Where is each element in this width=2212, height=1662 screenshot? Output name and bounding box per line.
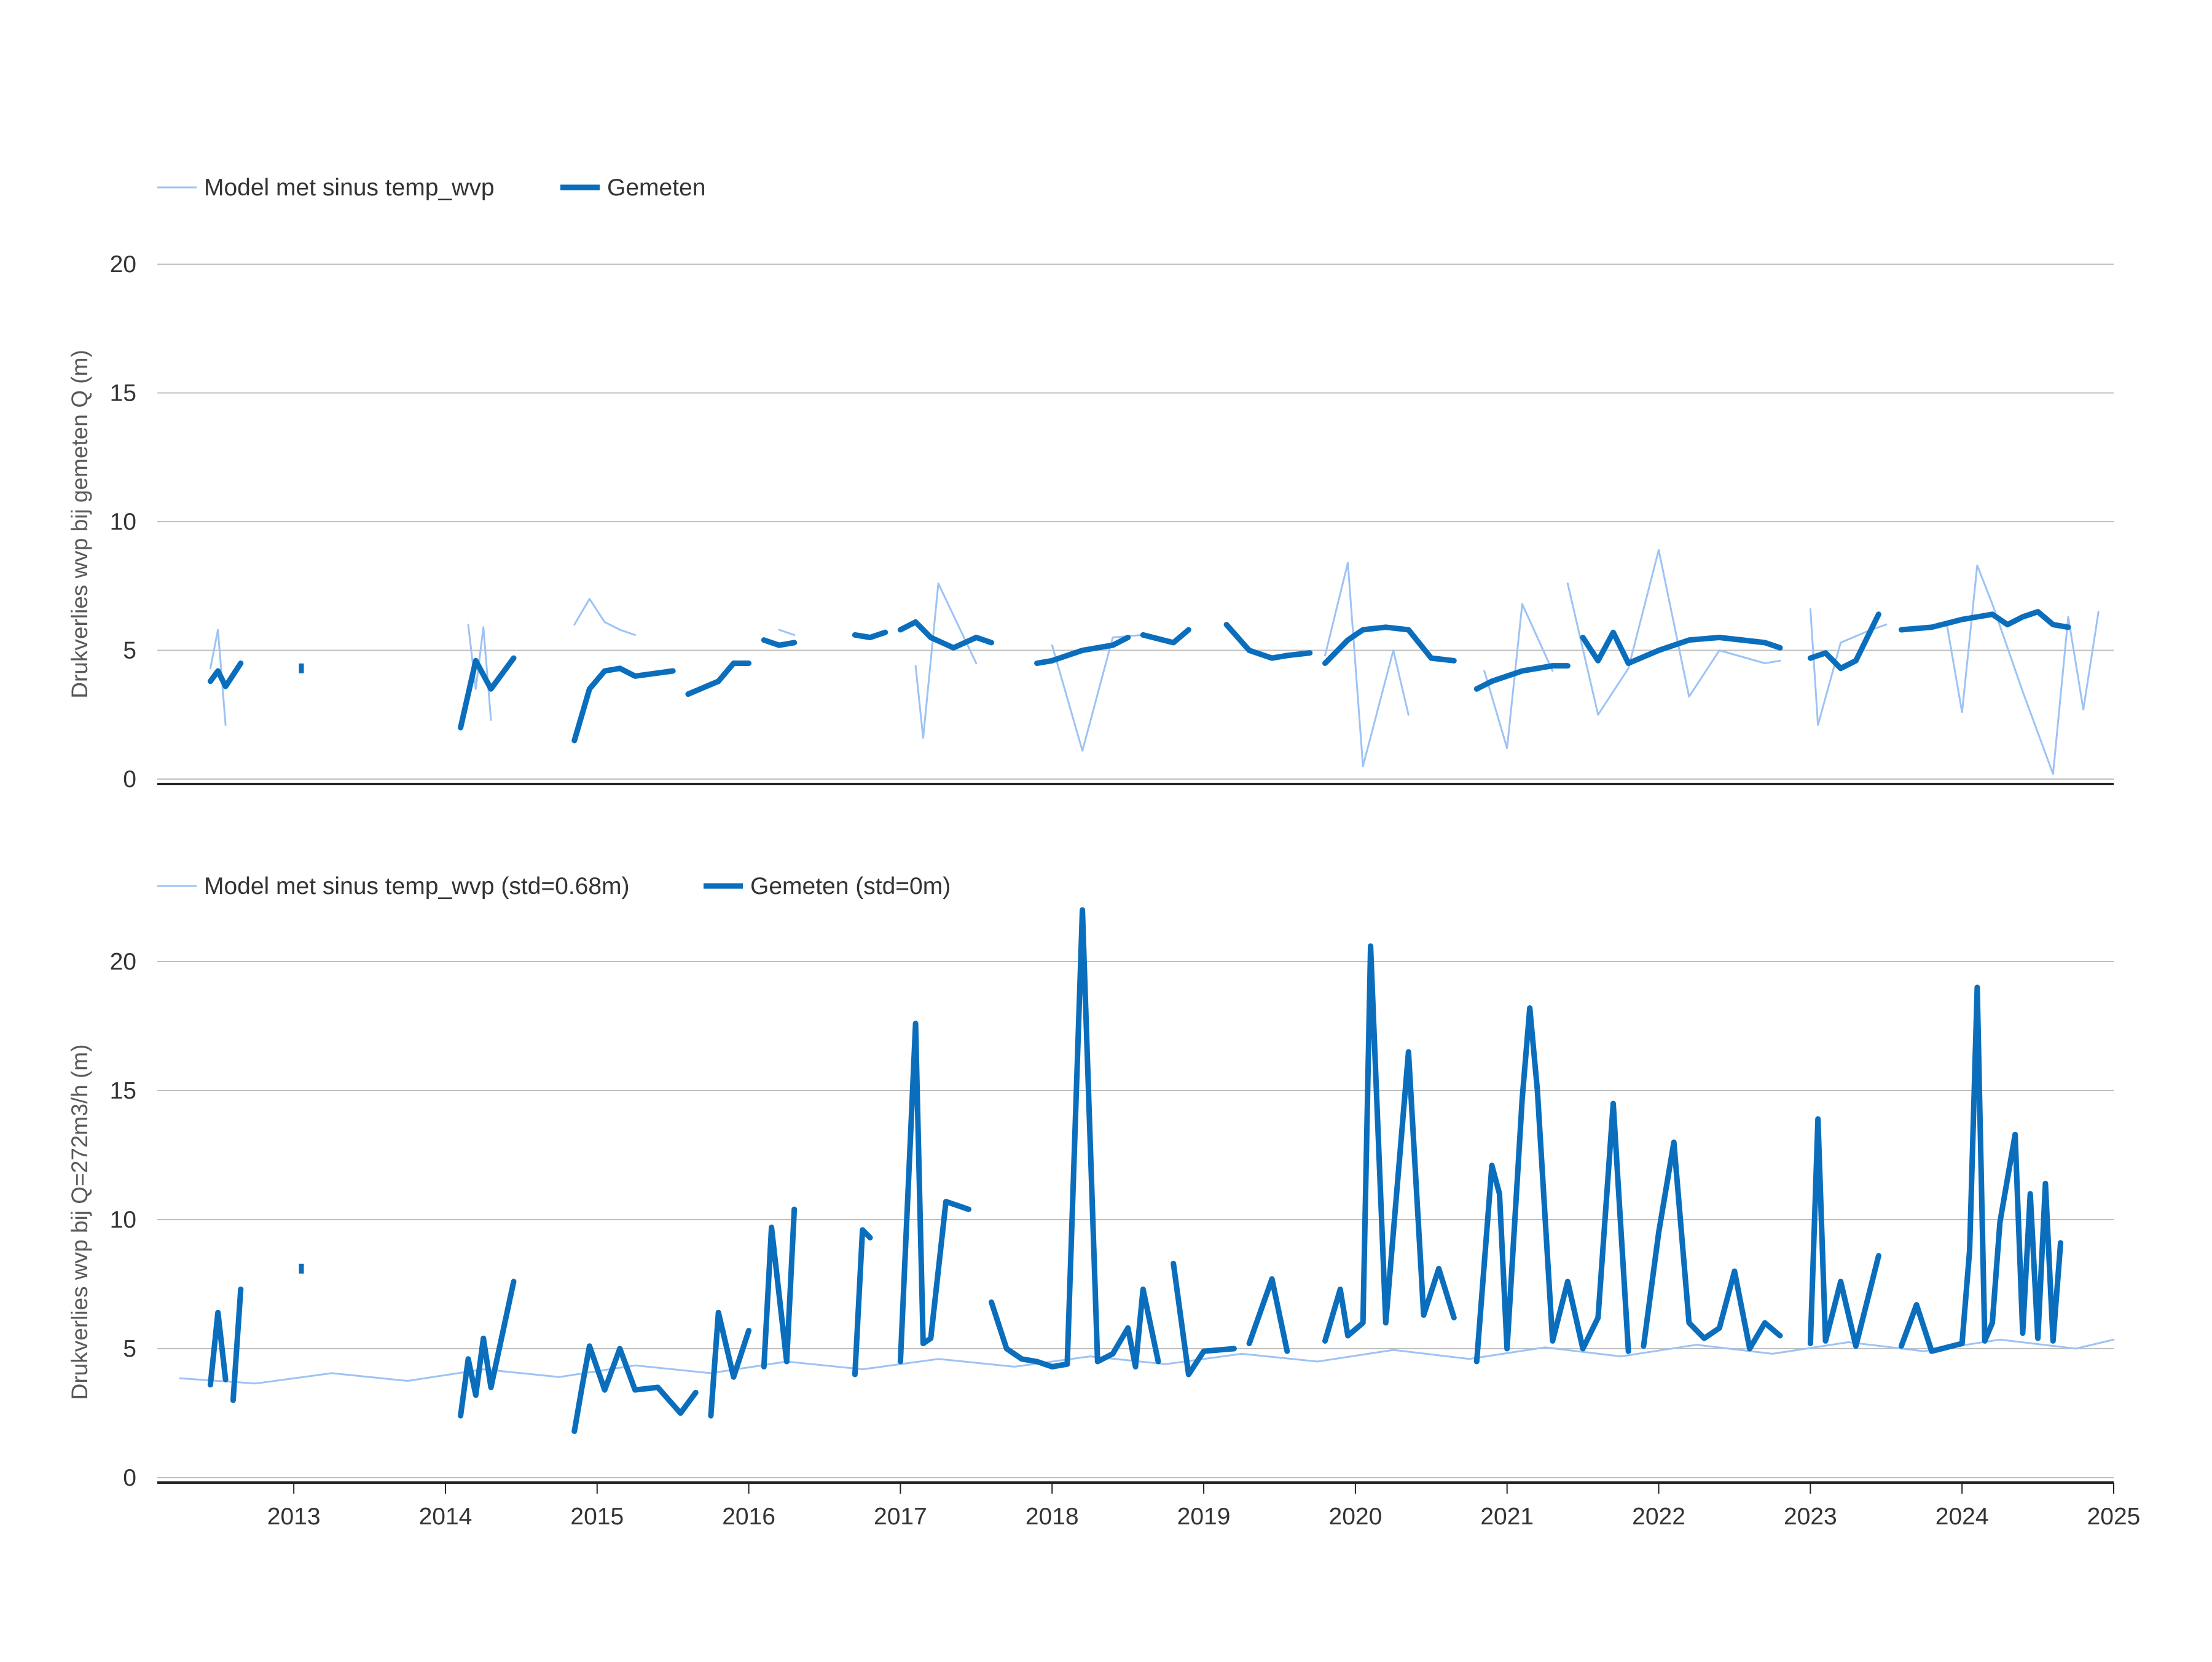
series-model <box>179 1338 2115 1385</box>
series-line <box>1807 611 1881 672</box>
x-tick-label: 2021 <box>1480 1503 1534 1530</box>
series-line <box>207 660 244 689</box>
series-line <box>708 1309 752 1419</box>
series-line <box>1324 562 1410 767</box>
series-line <box>458 655 517 731</box>
series-line <box>1246 1276 1290 1354</box>
series-line <box>685 660 752 697</box>
series-line <box>1483 603 1554 750</box>
series-line <box>1641 1139 1783 1352</box>
chart-panel-2: 0 5 10 15 20 Drukverlies wvp bij Q=272m3/h (m… <box>67 873 2115 1491</box>
y-tick-label: 5 <box>123 1336 136 1362</box>
x-tick-label: 2019 <box>1177 1503 1231 1530</box>
series-line <box>230 1286 244 1403</box>
legend-label-1: Model met sinus temp_wvp (std=0.68m) <box>204 873 630 900</box>
series-gemeten <box>207 907 2064 1434</box>
x-tick-label: 2022 <box>1632 1503 1685 1530</box>
series-line <box>1580 629 1783 666</box>
series-line <box>467 624 492 721</box>
y-tick-label: 0 <box>123 1465 136 1491</box>
series-line <box>1322 943 1457 1344</box>
series-line <box>209 629 227 726</box>
series-line <box>571 1343 699 1434</box>
series-line <box>1898 984 2064 1354</box>
y-tick-label: 5 <box>123 638 136 664</box>
y-axis-title: Drukverlies wvp bij gemeten Q (m) <box>67 350 92 698</box>
series-line <box>1473 663 1571 692</box>
series-gemeten <box>207 609 2071 743</box>
legend-label-2: Gemeten (std=0m) <box>750 873 951 900</box>
x-tick-label: 2017 <box>874 1503 927 1530</box>
x-tick-label: 2016 <box>722 1503 775 1530</box>
series-line <box>1566 549 1781 716</box>
x-tick-label: 2023 <box>1784 1503 1837 1530</box>
series-line <box>852 1227 873 1378</box>
series-line <box>1223 622 1313 661</box>
y-tick-label: 20 <box>110 949 136 975</box>
series-line <box>778 629 796 636</box>
series-line <box>989 907 1161 1370</box>
series-line <box>458 1279 517 1419</box>
y-axis-title: Drukverlies wvp bij Q=272m3/h (m) <box>67 1045 92 1400</box>
series-line <box>914 582 978 739</box>
series-line <box>897 1021 971 1365</box>
series-line <box>1807 1116 1881 1349</box>
series-model <box>209 549 2100 775</box>
series-line <box>1322 624 1457 666</box>
series-line <box>573 598 636 636</box>
series-line <box>1140 627 1191 646</box>
x-tick-label: 2025 <box>2087 1503 2141 1530</box>
series-line <box>1473 1005 1631 1365</box>
y-tick-label: 15 <box>110 1078 136 1104</box>
series-line <box>571 665 676 743</box>
series-line <box>761 637 798 648</box>
x-axis: 2013 2014 2015 2016 2017 2018 2019 2020 2021 2022… <box>267 1483 2141 1530</box>
series-line <box>1809 608 1888 726</box>
x-tick-label: 2020 <box>1329 1503 1382 1530</box>
x-tick-label: 2014 <box>419 1503 473 1530</box>
series-line <box>1051 633 1144 752</box>
chart-panel-1: 0 5 10 15 20 Drukverlies wvp bij gemeten Q (m… <box>67 174 2114 793</box>
y-tick-label: 10 <box>110 509 136 535</box>
x-tick-label: 2013 <box>267 1503 321 1530</box>
x-tick-label: 2015 <box>570 1503 624 1530</box>
series-line <box>761 1206 798 1370</box>
y-tick-label: 20 <box>110 251 136 278</box>
series-line <box>1898 609 2071 633</box>
series-line <box>1034 635 1131 666</box>
series-line <box>897 619 994 651</box>
series-line <box>207 1309 229 1388</box>
series-line <box>1171 1260 1237 1378</box>
data-point <box>299 1263 304 1274</box>
y-tick-label: 0 <box>123 766 136 793</box>
legend-label-1: Model met sinus temp_wvp <box>204 174 495 201</box>
y-tick-label: 15 <box>110 380 136 407</box>
legend: Model met sinus temp_wvp Gemeten <box>157 174 705 201</box>
series-line <box>179 1338 2115 1385</box>
series-line <box>852 629 888 640</box>
data-point <box>299 663 304 673</box>
legend-label-2: Gemeten <box>607 174 705 201</box>
series-line <box>1946 564 2100 775</box>
legend: Model met sinus temp_wvp (std=0.68m) Geme… <box>157 873 951 900</box>
y-tick-label: 10 <box>110 1207 136 1233</box>
x-tick-label: 2024 <box>1936 1503 1989 1530</box>
x-tick-label: 2018 <box>1026 1503 1079 1530</box>
